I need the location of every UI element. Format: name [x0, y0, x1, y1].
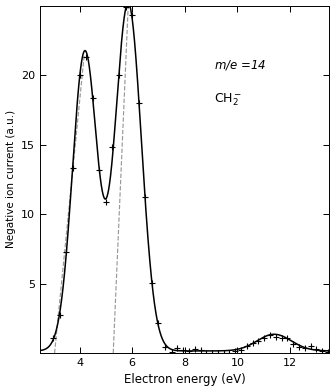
Y-axis label: Negative ion current (a.u.): Negative ion current (a.u.)	[6, 110, 15, 249]
Text: CH$_2^-$: CH$_2^-$	[214, 91, 242, 108]
Text: m/$e$ =14: m/$e$ =14	[214, 58, 266, 72]
X-axis label: Electron energy (eV): Electron energy (eV)	[124, 374, 246, 387]
